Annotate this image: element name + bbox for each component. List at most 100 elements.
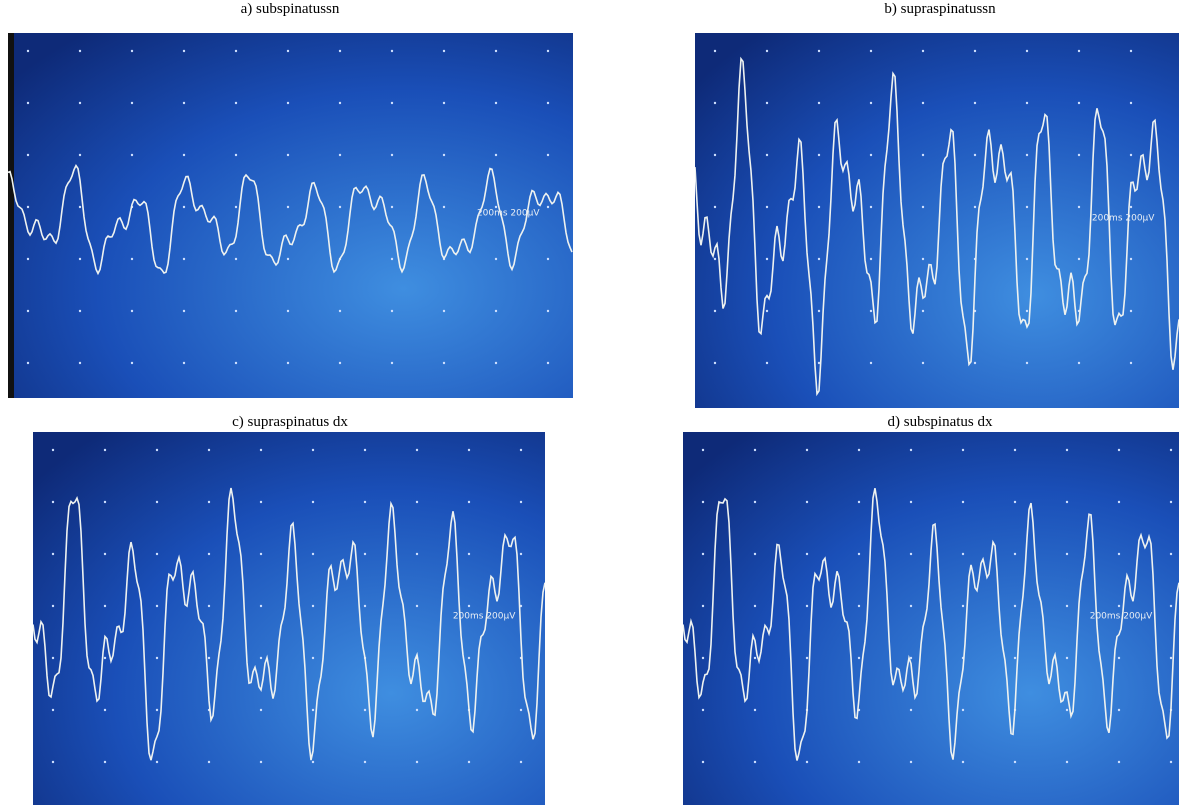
grid-dot — [1025, 153, 1029, 157]
grid-dot — [713, 309, 717, 313]
grid-dot — [713, 205, 717, 209]
grid-dot — [546, 49, 550, 53]
grid-dot — [51, 500, 55, 504]
grid-dot — [1013, 448, 1017, 452]
grid-dot — [805, 448, 809, 452]
grid-dot — [155, 448, 159, 452]
grid-dot — [103, 552, 107, 556]
grid-dot — [338, 205, 342, 209]
grid-dot — [130, 309, 134, 313]
grid-dot — [909, 604, 913, 608]
screen-bg — [695, 33, 1179, 408]
grid-dot — [259, 552, 263, 556]
grid-dot — [103, 708, 107, 712]
grid-dot — [713, 361, 717, 365]
grid-dot — [765, 101, 769, 105]
grid-dot — [1077, 257, 1081, 261]
grid-dot — [817, 361, 821, 365]
grid-dot — [78, 257, 82, 261]
grid-dot — [259, 500, 263, 504]
grid-dot — [973, 205, 977, 209]
grid-dot — [765, 309, 769, 313]
scale-label: 200ms 200µV — [477, 209, 540, 219]
grid-dot — [1025, 101, 1029, 105]
grid-dot — [182, 257, 186, 261]
grid-dot — [973, 153, 977, 157]
panel-label: d) subspinatus dx — [887, 414, 993, 430]
grid-dot — [869, 205, 873, 209]
grid-dot — [765, 153, 769, 157]
grid-dot — [415, 708, 419, 712]
scale-label: 200ms 200µV — [1090, 612, 1153, 622]
grid-dot — [182, 49, 186, 53]
grid-dot — [78, 101, 82, 105]
grid-dot — [1025, 361, 1029, 365]
grid-dot — [857, 500, 861, 504]
grid-dot — [207, 604, 211, 608]
grid-dot — [259, 448, 263, 452]
grid-dot — [701, 500, 705, 504]
grid-dot — [286, 205, 290, 209]
grid-dot — [155, 604, 159, 608]
grid-dot — [1013, 552, 1017, 556]
grid-dot — [155, 760, 159, 764]
grid-dot — [519, 604, 523, 608]
grid-dot — [234, 49, 238, 53]
grid-dot — [182, 205, 186, 209]
grid-dot — [26, 101, 30, 105]
grid-dot — [51, 552, 55, 556]
grid-dot — [467, 656, 471, 660]
grid-dot — [869, 309, 873, 313]
grid-dot — [805, 760, 809, 764]
grid-dot — [961, 708, 965, 712]
grid-dot — [765, 205, 769, 209]
grid-dot — [311, 448, 315, 452]
grid-dot — [909, 760, 913, 764]
grid-dot — [78, 153, 82, 157]
bezel — [8, 33, 14, 398]
grid-dot — [921, 309, 925, 313]
emg-screen: 200ms 200µV — [695, 33, 1179, 408]
grid-dot — [1169, 500, 1173, 504]
grid-dot — [390, 205, 394, 209]
grid-dot — [869, 101, 873, 105]
grid-dot — [1169, 604, 1173, 608]
grid-dot — [973, 49, 977, 53]
grid-dot — [1169, 448, 1173, 452]
grid-dot — [207, 760, 211, 764]
grid-dot — [817, 49, 821, 53]
grid-dot — [817, 153, 821, 157]
emg-screen: 200ms 200µV — [8, 33, 573, 398]
grid-dot — [869, 257, 873, 261]
grid-dot — [338, 101, 342, 105]
grid-dot — [1065, 708, 1069, 712]
grid-dot — [1077, 153, 1081, 157]
scale-label: 200ms 200µV — [1092, 214, 1155, 224]
grid-dot — [467, 552, 471, 556]
grid-dot — [817, 205, 821, 209]
grid-dot — [713, 153, 717, 157]
grid-dot — [909, 708, 913, 712]
grid-dot — [415, 760, 419, 764]
grid-dot — [338, 309, 342, 313]
grid-dot — [467, 500, 471, 504]
grid-dot — [103, 604, 107, 608]
grid-dot — [961, 604, 965, 608]
grid-dot — [155, 552, 159, 556]
grid-dot — [921, 361, 925, 365]
grid-dot — [130, 153, 134, 157]
grid-dot — [494, 309, 498, 313]
grid-dot — [546, 153, 550, 157]
grid-dot — [103, 448, 107, 452]
grid-dot — [1025, 257, 1029, 261]
grid-dot — [311, 656, 315, 660]
grid-dot — [546, 309, 550, 313]
grid-dot — [1025, 205, 1029, 209]
grid-dot — [1117, 604, 1121, 608]
grid-dot — [390, 309, 394, 313]
grid-dot — [207, 448, 211, 452]
grid-dot — [259, 760, 263, 764]
grid-dot — [155, 656, 159, 660]
grid-dot — [973, 361, 977, 365]
grid-dot — [765, 257, 769, 261]
